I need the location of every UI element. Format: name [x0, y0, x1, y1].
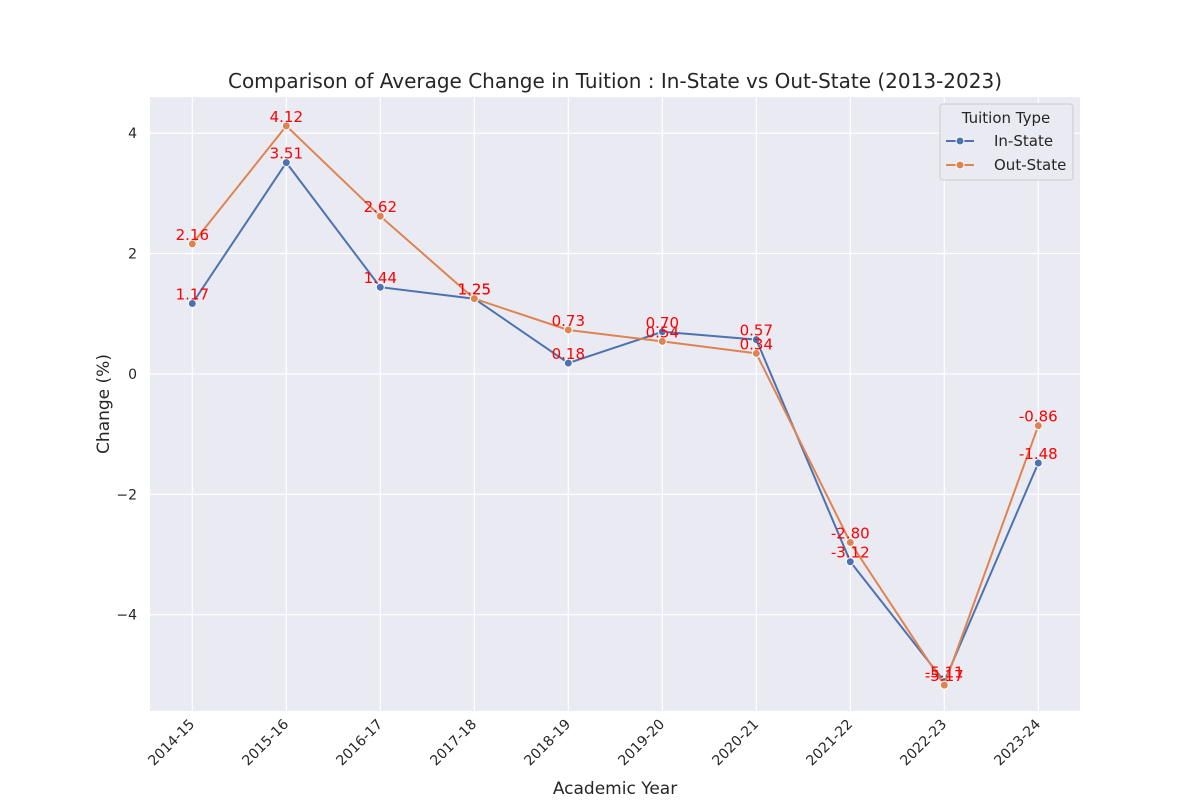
- data-point: [657, 336, 667, 346]
- data-label: 2.16: [176, 226, 209, 244]
- x-tick-label: 2016-17: [333, 717, 386, 770]
- data-label: 0.57: [740, 322, 773, 340]
- data-label: 1.44: [364, 269, 397, 287]
- chart-title: Comparison of Average Change in Tuition …: [228, 69, 1002, 93]
- data-point: [751, 335, 761, 345]
- data-label: 0.70: [646, 314, 679, 332]
- data-label: 1.25: [458, 281, 491, 299]
- data-point: [469, 294, 479, 304]
- data-label: 3.51: [270, 145, 303, 163]
- data-label: -3.12: [831, 544, 870, 562]
- y-tick-label: 4: [128, 126, 137, 142]
- legend-title: Tuition Type: [961, 109, 1051, 127]
- x-tick-label: 2021-22: [803, 717, 856, 770]
- data-point: [563, 358, 573, 368]
- legend-box: [939, 103, 1074, 181]
- data-label: 4.12: [270, 108, 303, 126]
- data-point: [1033, 458, 1043, 468]
- grid-lines: [150, 97, 1080, 711]
- data-label: 0.18: [552, 345, 585, 363]
- x-tick-label: 2023-24: [991, 716, 1044, 769]
- data-point: [563, 325, 573, 335]
- data-point: [187, 298, 197, 308]
- x-tick-label: 2014-15: [145, 717, 198, 770]
- data-label: 0.34: [740, 335, 773, 353]
- data-point: [657, 327, 667, 337]
- data-point: [187, 239, 197, 249]
- legend-item: Out-State: [946, 156, 1066, 174]
- data-label: 1.17: [176, 285, 209, 303]
- data-point: [845, 537, 855, 547]
- data-label: 2.62: [364, 198, 397, 216]
- data-label: -5.11: [925, 664, 964, 682]
- series-layer: [187, 121, 1043, 690]
- series-out-state: [187, 121, 1043, 690]
- legend: Tuition Type In-State Out-State: [939, 103, 1074, 181]
- x-tick-label: 2017-18: [427, 717, 480, 770]
- data-point: [751, 348, 761, 358]
- x-axis-label: Academic Year: [553, 779, 677, 799]
- data-point: [375, 282, 385, 292]
- legend-label: In-State: [994, 132, 1053, 150]
- data-point: [375, 211, 385, 221]
- data-label: -5.17: [925, 667, 964, 685]
- x-tick-label: 2019-20: [615, 717, 668, 770]
- data-label: 1.25: [458, 281, 491, 299]
- data-point: [281, 121, 291, 131]
- legend-marker: [955, 136, 965, 146]
- legend-item: In-State: [946, 132, 1053, 150]
- y-tick-label: −2: [116, 487, 137, 503]
- x-tick-label: 2022-23: [897, 717, 950, 770]
- legend-label: Out-State: [994, 156, 1066, 174]
- data-label: 0.54: [646, 323, 679, 341]
- data-label: -2.80: [831, 524, 870, 542]
- data-labels: 1.17 3.51 1.44 1.25 0.18 0.70 0.57 -3.12 -5.11 -1…: [176, 108, 1058, 685]
- data-point: [281, 158, 291, 168]
- data-label: -0.86: [1019, 408, 1058, 426]
- y-tick-label: 0: [128, 367, 137, 383]
- x-tick-label: 2015-16: [239, 716, 292, 769]
- series-line: [191, 161, 1040, 683]
- y-tick-label: −4: [116, 608, 137, 624]
- x-tick-label: 2018-19: [521, 717, 574, 770]
- data-point: [845, 557, 855, 567]
- y-tick-label: 2: [128, 247, 137, 263]
- data-label: -1.48: [1019, 445, 1058, 463]
- y-axis-label: Change (%): [94, 354, 114, 454]
- legend-marker: [955, 160, 965, 170]
- data-point: [939, 680, 949, 690]
- x-tick-label: 2020-21: [709, 717, 762, 770]
- plot-area: [150, 97, 1080, 711]
- data-label: 0.73: [552, 312, 585, 330]
- series-line: [191, 124, 1040, 687]
- data-point: [1033, 421, 1043, 431]
